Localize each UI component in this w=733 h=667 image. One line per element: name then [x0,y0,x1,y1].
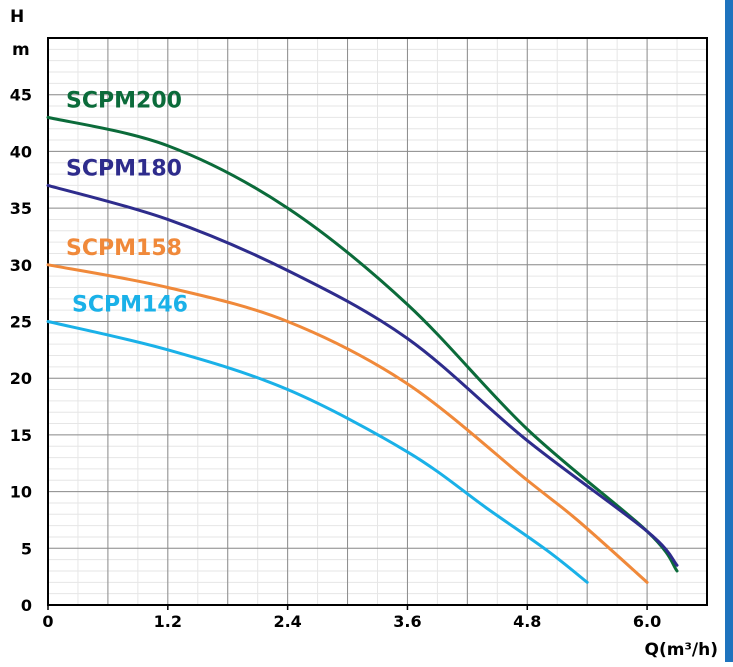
x-tick-label: 0 [42,612,53,631]
x-tick-label: 4.8 [513,612,541,631]
y-axis-label-h: H [10,7,24,27]
x-tick-label: 3.6 [393,612,421,631]
series-line-scpm180 [46,183,679,567]
x-axis-ticks: 0 1.2 2.4 3.6 4.8 6.0 [42,605,661,631]
y-tick-label: 0 [21,596,32,615]
series-label-scpm146: SCPM146 [72,293,188,318]
x-tick-label: 1.2 [154,612,182,631]
y-tick-label: 25 [10,313,32,332]
series-line-scpm200 [46,115,679,573]
y-axis-label-m: m [12,40,30,60]
y-tick-label: 5 [21,539,32,558]
series-lines [46,115,679,584]
y-tick-label: 15 [10,426,32,445]
series-label-scpm200: SCPM200 [66,88,182,113]
y-tick-label: 10 [10,483,32,502]
series-label-scpm180: SCPM180 [66,156,182,181]
y-tick-label: 35 [10,199,32,218]
y-tick-label: 45 [10,86,32,105]
series-labels: SCPM200 SCPM180 SCPM158 SCPM146 [66,88,188,317]
x-tick-label: 2.4 [273,612,301,631]
y-axis-ticks: 0 5 10 15 20 25 30 35 40 45 [10,86,32,615]
x-tick-label: 6.0 [633,612,661,631]
series-label-scpm158: SCPM158 [66,236,182,261]
major-grid [48,38,707,605]
y-tick-label: 20 [10,369,32,388]
right-border-strip [725,0,733,662]
series-line-scpm158 [46,263,649,584]
series-line-scpm146 [46,320,589,584]
y-tick-label: 40 [10,142,32,161]
x-axis-label: Q(m³/h) [645,640,718,660]
y-tick-label: 30 [10,256,32,275]
